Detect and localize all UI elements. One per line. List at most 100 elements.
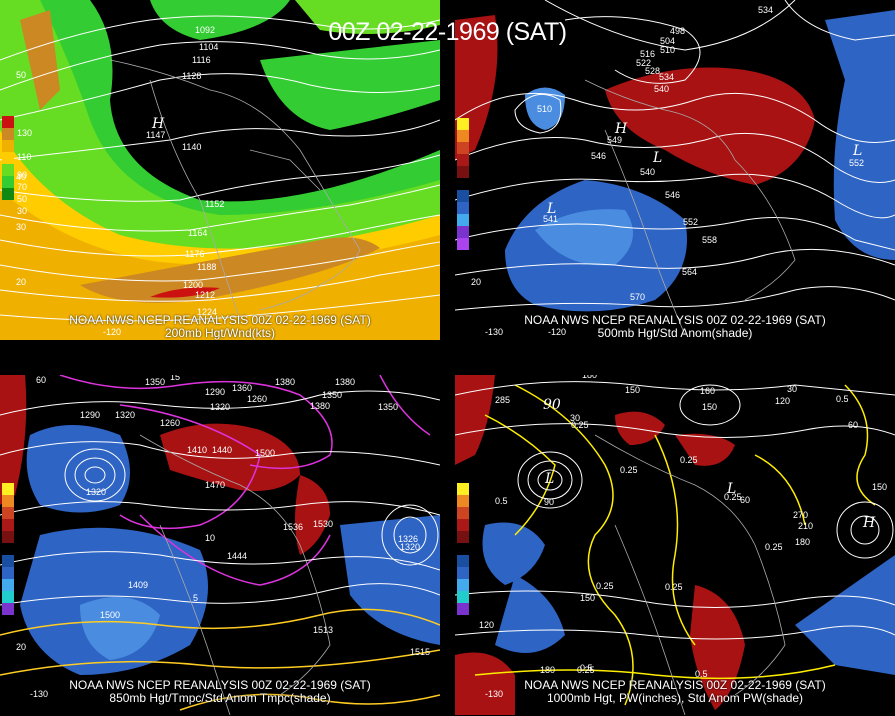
label-541: 541: [543, 214, 558, 224]
label: 270: [793, 510, 808, 520]
label-528: 528: [645, 66, 660, 76]
label-558: 558: [702, 235, 717, 245]
legend-swatch: [457, 519, 469, 531]
legend-tick: 30: [17, 206, 28, 216]
legend-swatch: [2, 519, 14, 531]
legend-tick: 130: [17, 128, 33, 138]
caption-line2: 850mb Hgt/Tmpc/Std Anom Tmpc(shade): [109, 691, 331, 705]
label: 150: [580, 593, 595, 603]
legend-swatch: [457, 202, 469, 214]
label: 1530: [313, 519, 333, 529]
label: 1410: [187, 445, 207, 455]
lat-20: 20: [16, 277, 26, 287]
legend-swatch: [457, 238, 469, 250]
label: 30: [787, 384, 797, 394]
low-symbol: L: [852, 143, 862, 159]
legend-swatch: [457, 166, 469, 178]
caption-line1: NOAA NWS NCEP REANALYSIS 00Z 02-22-1969 …: [524, 313, 826, 327]
legend-swatch: [2, 591, 14, 603]
map-850mb: 1350 1380 1290 1260 1320 1350 1320 1380 …: [0, 375, 440, 715]
label: 1290: [205, 387, 225, 397]
caption-500mb: NOAA NWS NCEP REANALYSIS 00Z 02-22-1969 …: [455, 314, 895, 340]
label-1128: 1128: [182, 71, 201, 81]
label: 60: [848, 420, 858, 430]
label: 0.25: [680, 455, 698, 465]
legend-swatch: [457, 555, 469, 567]
legend-swatch: [457, 190, 469, 202]
label: 0.25: [571, 420, 589, 430]
legend-swatch: [2, 116, 14, 128]
caption-line2: 1000mb Hgt, PW(inches), Std Anom PW(shad…: [546, 691, 804, 705]
label-1188: 1188: [197, 262, 216, 272]
low-symbol: L: [544, 471, 554, 487]
label-1140: 1140: [182, 142, 201, 152]
legend-swatch: [2, 140, 14, 152]
label-1164: 1164: [188, 228, 207, 238]
legend-swatch: [457, 214, 469, 226]
label: 0.25: [765, 542, 783, 552]
label: 60: [740, 495, 750, 505]
label: 120: [479, 620, 494, 630]
legend-swatch: [457, 567, 469, 579]
legend-swatch: [457, 142, 469, 154]
label-1104: 1104: [199, 42, 218, 52]
label: 1320: [115, 410, 135, 420]
legend-swatch: [2, 176, 14, 188]
label: 1444: [227, 551, 247, 561]
label: 1500: [255, 448, 275, 458]
label: 1409: [128, 580, 148, 590]
label: 90: [544, 497, 554, 507]
label-534b: 534: [659, 72, 674, 82]
legend-tick: 110: [17, 152, 32, 162]
label: 30: [570, 413, 580, 423]
legend-swatch: [2, 531, 14, 543]
label-546: 546: [591, 151, 606, 161]
panel-500mb: 534 498 504 510 516 522 528 534 540 546 …: [455, 0, 895, 340]
label-549: 549: [607, 135, 622, 145]
legend-swatch: [2, 128, 14, 140]
label: 0.25: [620, 465, 638, 475]
lat-50: 50: [16, 70, 26, 80]
label: 5: [193, 593, 198, 603]
caption-line2: 200mb Hgt/Wnd(kts): [164, 326, 276, 340]
label: 1380: [335, 377, 355, 387]
lon-130: -130: [485, 327, 503, 337]
legend-tick: 90: [17, 170, 28, 180]
legend-200mb: 130 110 90 70 50 30: [2, 116, 32, 216]
label: 1380: [275, 377, 295, 387]
label: 1515: [410, 647, 430, 657]
caption-line2: 500mb Hgt/Std Anom(shade): [597, 326, 753, 340]
caption-line1: NOAA NWS NCEP REANALYSIS 00Z 02-22-1969 …: [524, 678, 826, 692]
legend-tick: 50: [17, 194, 28, 204]
label-516: 516: [640, 49, 655, 59]
legend-swatch: [457, 531, 469, 543]
label: 0.25: [596, 581, 614, 591]
caption-200mb: NOAA NWS NCEP REANALYSIS 00Z 02-22-1969 …: [0, 314, 440, 340]
label: 0.25: [724, 492, 742, 502]
label: 1320: [86, 487, 106, 497]
legend-swatch: [457, 154, 469, 166]
contour-labels-200mb: 1092 1104 1116 1128 1140 1152 1164 1176 …: [16, 25, 224, 337]
label-510: 510: [660, 45, 675, 55]
caption-1000mb: NOAA NWS NCEP REANALYSIS 00Z 02-22-1969 …: [455, 679, 895, 705]
legend-swatch: [2, 507, 14, 519]
legend-swatch: [2, 495, 14, 507]
high-symbol: H: [614, 121, 628, 137]
label: 1380: [310, 401, 330, 411]
lon-120: -120: [548, 327, 566, 337]
legend-swatch: [457, 495, 469, 507]
label-1224: 1224: [197, 307, 217, 317]
label-1176: 1176: [185, 249, 204, 259]
label: 180: [795, 537, 810, 547]
label: 1326: [398, 534, 418, 544]
high-symbol: H: [151, 116, 165, 132]
label: 1500: [100, 610, 120, 620]
legend-1000mb: [457, 483, 469, 615]
label-510b: 510: [537, 104, 552, 114]
label: 150: [702, 402, 717, 412]
label: 1470: [205, 480, 225, 490]
label-1092: 1092: [195, 25, 215, 35]
label-522: 522: [636, 58, 651, 68]
label: 1536: [283, 522, 303, 532]
label-1200: 1200: [183, 280, 203, 290]
